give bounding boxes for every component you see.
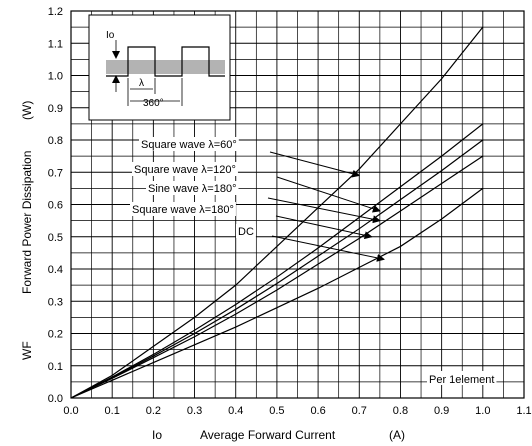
- y-tick-label: 0.9: [48, 103, 63, 115]
- y-tick-label: 1.2: [48, 6, 63, 18]
- inset-io-label: Io: [106, 30, 115, 41]
- y-tick-label: 0.8: [48, 135, 63, 147]
- y-tick-label: 0.3: [48, 296, 63, 308]
- note-text: Per 1element: [429, 374, 494, 386]
- plot-frame: [70, 10, 525, 399]
- series-lines: [70, 26, 484, 399]
- x-axis-unit: (A): [389, 428, 405, 442]
- inset-average-band: [106, 60, 225, 74]
- annotation-background: [139, 137, 239, 151]
- x-tick-label: 1.1: [516, 405, 531, 417]
- annotation-arrow: [276, 176, 381, 213]
- y-tick-label: 0.7: [48, 167, 63, 179]
- curve-annotations: Square wave λ=60° Square wave λ=120° Sine …: [130, 137, 385, 262]
- x-axis-symbol: Io: [152, 428, 162, 442]
- y-tick-label: 0.5: [48, 232, 63, 244]
- x-tick-label: 0.4: [228, 405, 243, 417]
- y-tick-label: 1.1: [48, 38, 63, 50]
- x-axis-label: Average Forward Current: [200, 428, 336, 442]
- series-line: [70, 123, 484, 399]
- x-tick-label: 0.8: [393, 405, 408, 417]
- x-tick-label: 0.5: [269, 405, 284, 417]
- x-tick-label: 0.9: [434, 405, 449, 417]
- inset-period-label: 360°: [143, 98, 164, 109]
- y-tick-label: 0.2: [48, 329, 63, 341]
- y-tick-label: 1.0: [48, 71, 63, 83]
- y-axis-unit: (W): [20, 101, 34, 120]
- annotation-background: [146, 181, 239, 195]
- y-tick-label: 0.1: [48, 361, 63, 373]
- annotation-label: Square wave λ=60°: [141, 139, 237, 151]
- annotation-arrow: [275, 215, 373, 240]
- annotation-arrow: [269, 151, 361, 178]
- series-line: [70, 155, 484, 399]
- y-axis-symbol: WF: [20, 341, 34, 360]
- inset-lambda-label: λ: [139, 78, 144, 89]
- series-line: [70, 26, 484, 399]
- annotation-background: [132, 162, 238, 176]
- annotation-label: Square wave λ=180°: [132, 204, 234, 216]
- x-tick-label: 0.3: [187, 405, 202, 417]
- x-tick-label: 0.7: [352, 405, 367, 417]
- annotation-arrow: [271, 235, 385, 262]
- note-box: Per 1element: [427, 371, 497, 386]
- series-line: [70, 139, 484, 399]
- y-tick-label: 0.6: [48, 200, 63, 212]
- series-line: [70, 187, 484, 399]
- x-tick-label: 0.6: [310, 405, 325, 417]
- x-tick-labels: 0.0 0.1 0.2 0.3 0.4 0.5 0.6 0.7 0.8 0.9 1.0 1.1: [63, 405, 531, 417]
- y-axis-label: Forward Power Dissipation: [20, 151, 34, 294]
- annotation-label: DC: [238, 226, 254, 238]
- waveform-inset: Io λ 360°: [88, 14, 231, 121]
- x-tick-label: 0.0: [63, 405, 78, 417]
- inset-square-wave: [106, 46, 225, 77]
- note-background: [427, 371, 497, 385]
- x-tick-label: 0.2: [146, 405, 161, 417]
- annotation-arrow: [267, 197, 381, 224]
- y-tick-label: 0.4: [48, 264, 63, 276]
- annotation-label: Square wave λ=120°: [134, 164, 236, 176]
- y-tick-labels: 0.0 0.1 0.2 0.3 0.4 0.5 0.6 0.7 0.8 0.9 1.0 1.1 1.2: [48, 6, 63, 405]
- x-tick-label: 1.0: [475, 405, 490, 417]
- annotation-background: [130, 202, 236, 216]
- annotation-label: Sine wave λ=180°: [148, 183, 236, 195]
- y-tick-label: 0.0: [48, 393, 63, 405]
- x-tick-label: 0.1: [105, 405, 120, 417]
- annotation-background: [236, 224, 256, 238]
